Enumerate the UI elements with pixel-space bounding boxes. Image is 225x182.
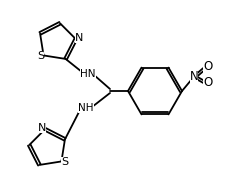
Text: N: N: [74, 33, 83, 43]
Text: HN: HN: [80, 69, 96, 79]
Text: N: N: [190, 70, 198, 84]
Text: N: N: [38, 123, 46, 133]
Text: O: O: [203, 76, 213, 90]
Text: NH: NH: [78, 103, 94, 113]
Text: S: S: [37, 52, 44, 62]
Text: S: S: [61, 157, 68, 167]
Text: O: O: [203, 60, 213, 74]
